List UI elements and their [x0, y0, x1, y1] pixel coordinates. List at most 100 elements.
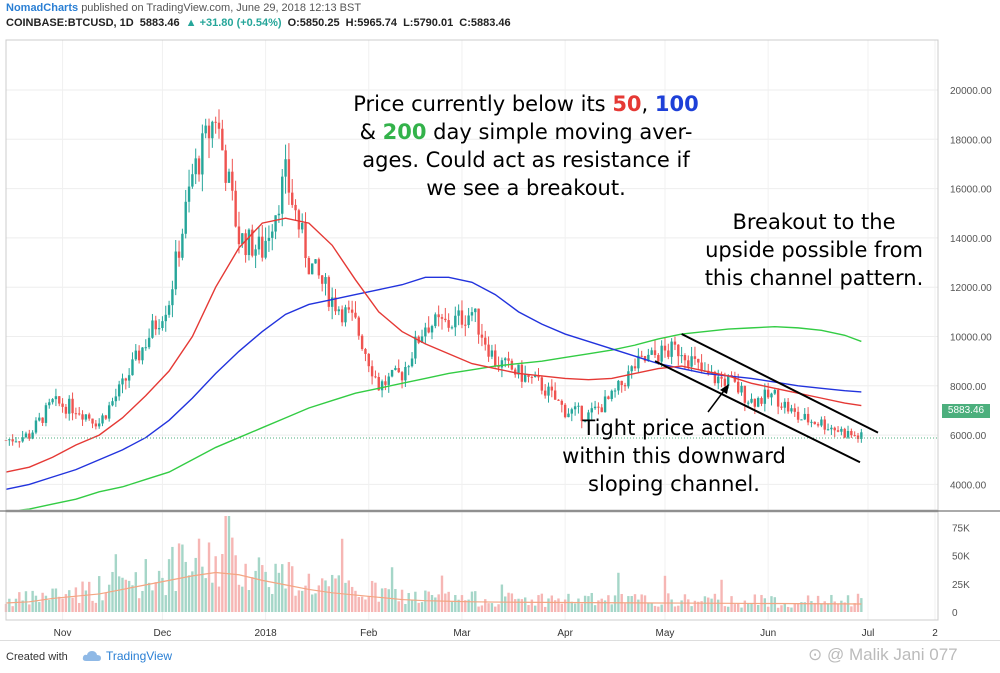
annot-text: we see a breakout.	[426, 176, 626, 200]
candle-body	[324, 277, 327, 284]
candle-body	[514, 369, 517, 375]
volume-bar	[404, 603, 407, 612]
candle-body	[567, 413, 570, 418]
volume-bar	[214, 556, 217, 612]
author-link[interactable]: NomadCharts	[6, 2, 79, 14]
volume-bar	[703, 596, 707, 612]
volume-bar	[697, 601, 700, 612]
volume-bar	[104, 592, 108, 612]
open-value: O:5850.25	[287, 17, 340, 29]
volume-bar	[490, 603, 494, 612]
arrow-head	[720, 384, 729, 394]
candle-body	[766, 389, 770, 398]
annotation-breakout: Breakout to the upside possible from thi…	[676, 208, 952, 292]
volume-bar	[217, 586, 221, 612]
candle-body	[663, 345, 667, 351]
volume-bar	[304, 585, 307, 612]
candle-body	[201, 133, 204, 175]
volume-bar	[264, 571, 267, 612]
volume-bar	[780, 605, 783, 612]
candle-body	[743, 385, 747, 403]
candle-body	[733, 377, 737, 382]
candle-body	[583, 420, 587, 422]
candle-body	[224, 150, 227, 183]
candle-body	[487, 344, 490, 357]
volume-bar	[201, 566, 204, 612]
volume-bar	[184, 561, 187, 612]
volume-bar	[141, 590, 144, 612]
volume-bar	[727, 606, 730, 612]
volume-bar	[254, 570, 257, 612]
annot-text: upside possible from	[705, 238, 923, 262]
candle-body	[633, 366, 637, 369]
candle-body	[284, 159, 287, 177]
x-tick-label: May	[656, 628, 675, 639]
volume-bar	[487, 603, 490, 612]
volume-bar	[430, 595, 434, 612]
candle-body	[444, 318, 447, 321]
volume-bar	[756, 604, 760, 612]
tradingview-link[interactable]: TradingView	[106, 649, 173, 663]
volume-bar	[610, 604, 613, 612]
volume-bar	[357, 597, 360, 612]
volume-bar	[750, 602, 753, 612]
candle-body	[454, 315, 457, 328]
candle-body	[460, 310, 464, 325]
volume-bar	[54, 588, 58, 612]
volume-bar	[630, 596, 633, 612]
volume-bar	[34, 595, 38, 612]
volume-bar	[38, 602, 41, 612]
candle-body	[157, 327, 161, 330]
candle-body	[137, 350, 141, 361]
candle-body	[74, 413, 78, 415]
candle-body	[540, 377, 544, 391]
volume-bar	[547, 598, 550, 612]
candle-body	[107, 405, 111, 419]
volume-bar	[514, 599, 517, 612]
candle-body	[330, 297, 334, 307]
candle-body	[177, 251, 181, 258]
volume-bar	[314, 593, 317, 612]
volume-bar	[157, 570, 161, 612]
axes: 20000.00 18000.00 16000.00 14000.00 12000.00…	[0, 39, 1000, 639]
volume-bar	[28, 604, 31, 612]
candle-body	[337, 309, 341, 312]
candle-body	[334, 297, 337, 312]
volume-bar	[440, 575, 444, 612]
annotation-channel: Tight price action within this downward …	[536, 414, 812, 498]
candle-body	[623, 385, 627, 387]
x-tick-label: 2018	[254, 628, 277, 639]
candle-body	[437, 314, 440, 318]
candle-body	[430, 326, 434, 333]
volume-bar	[550, 595, 554, 612]
volume-bar	[134, 572, 137, 612]
last-price: 5883.46	[139, 17, 180, 29]
volume-bar	[500, 584, 504, 612]
volume-bar	[344, 582, 347, 612]
annot-50: 50	[612, 92, 642, 116]
candle-body	[677, 344, 680, 357]
volume-bar	[637, 599, 640, 612]
candle-body	[657, 355, 660, 362]
volume-bar	[826, 603, 830, 612]
candle-body	[71, 398, 74, 414]
candle-body	[490, 350, 494, 357]
volume-bar	[297, 590, 301, 612]
candle-body	[101, 415, 104, 424]
volume-tick-label: 0	[952, 608, 958, 619]
candle-body	[61, 403, 64, 407]
volume-bar	[354, 590, 357, 612]
volume-bar	[560, 603, 564, 612]
candle-body	[474, 308, 477, 313]
volume-bar	[320, 578, 324, 612]
candle-body	[274, 215, 277, 232]
volume-bar	[533, 605, 537, 612]
volume-bar	[773, 597, 777, 612]
volume-bar	[840, 600, 843, 612]
candle-body	[181, 233, 184, 258]
candle-body	[480, 334, 484, 338]
candle-body	[44, 405, 48, 423]
volume-bar	[274, 563, 277, 612]
candle-body	[793, 408, 796, 412]
